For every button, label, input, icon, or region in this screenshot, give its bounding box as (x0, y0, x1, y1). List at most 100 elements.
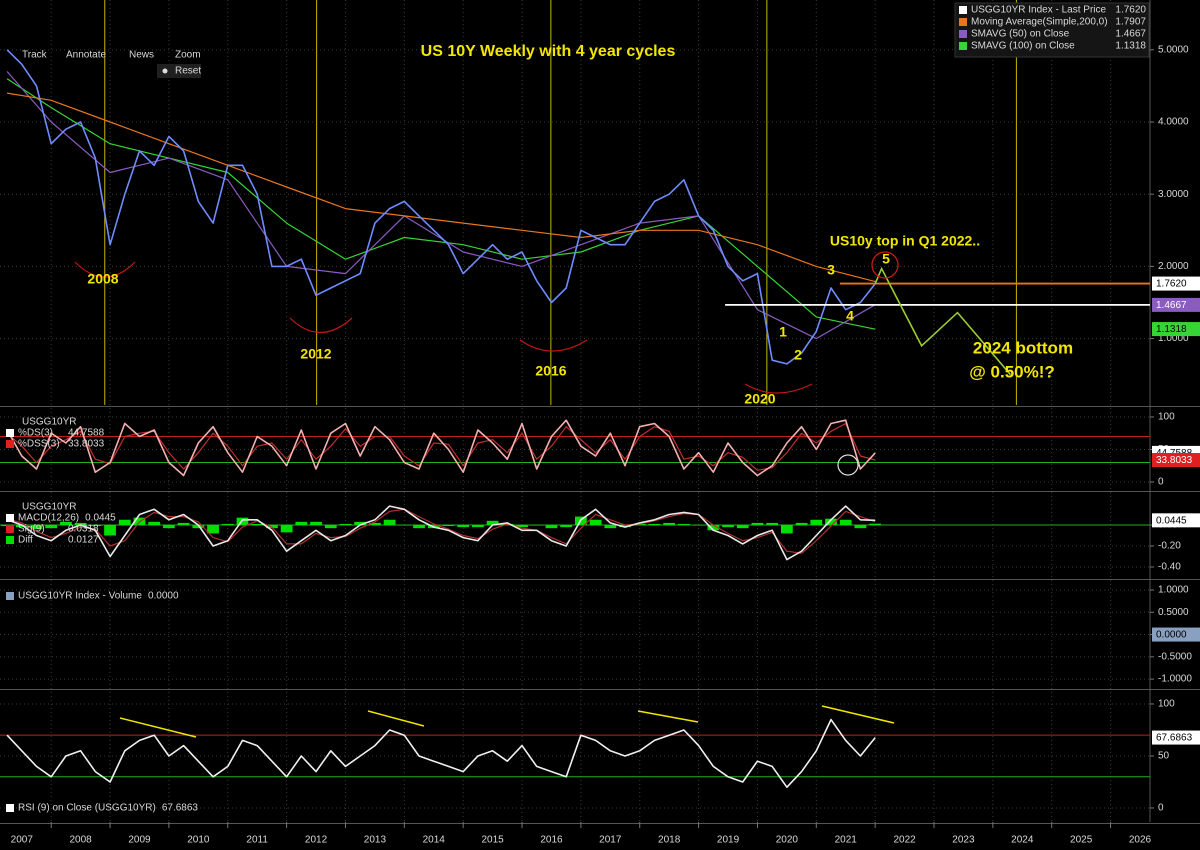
value-box (1152, 627, 1200, 642)
y-tick-label: 5.0000 (1158, 44, 1189, 55)
diff-bar (589, 519, 602, 526)
diff-bar (369, 522, 381, 526)
legend-swatch (959, 6, 967, 14)
diff-bar (339, 523, 352, 526)
diff-bar (398, 525, 411, 526)
diff-bar (530, 525, 543, 526)
diff-bar (148, 521, 161, 526)
diff-bar (472, 525, 484, 528)
y-tick-label: 1.0000 (1158, 585, 1189, 596)
y-tick-label: -1.0000 (1158, 674, 1192, 685)
legend-swatch (6, 429, 14, 437)
diff-bar (104, 525, 116, 536)
y-tick-label: -0.20 (1158, 541, 1181, 552)
divergence-line (119, 717, 197, 738)
diff-bar (118, 519, 131, 526)
legend-value: 1.4667 (1115, 29, 1146, 40)
diff-bar (413, 525, 425, 529)
reset-icon (162, 68, 168, 74)
diff-bar (663, 522, 676, 526)
legend-label: Sig(9) (18, 524, 45, 535)
legend-value: 0.0127 (68, 535, 99, 546)
chart-title: US 10Y Weekly with 4 year cycles (421, 43, 676, 60)
diff-bar (648, 523, 661, 526)
diff-bar (839, 519, 852, 526)
diff-bar (457, 525, 470, 528)
x-tick-label: 2022 (893, 835, 916, 846)
value-box-label: 1.7620 (1156, 279, 1187, 290)
value-box (1152, 297, 1200, 312)
legend-value: 33.8033 (68, 439, 105, 450)
diff-bar (619, 525, 631, 528)
legend-label: %DSS(3) (18, 439, 60, 450)
diff-bar (780, 525, 793, 534)
value-box (1152, 276, 1200, 291)
toolbar: Track Annotate News Zoom Reset (22, 50, 201, 78)
diff-bar (383, 519, 396, 526)
toolbar-button[interactable]: Reset (175, 66, 201, 77)
x-tick-label: 2025 (1070, 835, 1093, 846)
reset-button-bg[interactable] (157, 64, 201, 78)
diff-bar (30, 525, 43, 530)
toolbar-button[interactable]: Zoom (175, 50, 201, 61)
diff-bar (516, 525, 528, 528)
toolbar-button[interactable]: Track (22, 50, 48, 61)
diff-bar (74, 522, 87, 526)
diff-bar (442, 525, 455, 527)
series-line (7, 92, 876, 283)
annotation: 2020 (744, 391, 775, 407)
diff-bar (60, 521, 72, 526)
annotation: 2016 (535, 363, 566, 379)
legend-value: 0.0445 (85, 513, 116, 524)
series-line (6, 505, 876, 561)
y-tick-label: 2.0000 (1158, 261, 1189, 272)
legend-label: SMAVG (100) on Close (971, 41, 1075, 52)
diff-bar (324, 525, 337, 529)
y-tick-label: -0.40 (1158, 562, 1181, 573)
diff-bar (692, 525, 705, 526)
value-box-label: 1.4667 (1156, 300, 1187, 311)
legend-swatch (6, 440, 14, 448)
projection-line (874, 266, 1012, 376)
y-tick-label: -0.5000 (1158, 651, 1192, 662)
x-tick-label: 2013 (364, 835, 387, 846)
series-line (6, 508, 876, 554)
top-circle (871, 251, 899, 279)
x-tick-label: 2015 (481, 835, 504, 846)
annotation: 2 (794, 347, 802, 363)
diff-bar (163, 525, 175, 529)
divergence-line (637, 710, 699, 723)
annotation: 4 (846, 308, 854, 324)
x-tick-label: 2026 (1129, 835, 1152, 846)
legend-swatch (959, 18, 967, 26)
legend-value: 0.0000 (148, 591, 179, 602)
legend-label: %DS(3) (18, 428, 53, 439)
toolbar-button[interactable]: Annotate (66, 50, 106, 61)
x-tick-label: 2021 (835, 835, 858, 846)
diff-bar (486, 520, 499, 526)
legend-swatch (6, 536, 14, 544)
series-line (6, 718, 876, 788)
diff-bar (236, 517, 249, 526)
y-tick-label: 0.5000 (1158, 607, 1189, 618)
legend-value: 1.7907 (1115, 17, 1146, 28)
diff-bar (795, 522, 808, 526)
legend-title: USGG10YR (22, 417, 76, 428)
annotation: 1 (779, 324, 787, 340)
x-tick-label: 2012 (305, 835, 328, 846)
legend-label: Diff (18, 535, 33, 546)
diff-bar (295, 521, 308, 526)
diff-bar (707, 525, 720, 531)
legend-label: Moving Average(Simple,200,0) (971, 17, 1108, 28)
annotation: 2008 (87, 271, 118, 287)
legend-swatch (6, 525, 14, 533)
value-box-label: 33.8033 (1156, 455, 1193, 466)
diff-bar (207, 525, 219, 534)
diff-bar (177, 522, 190, 526)
cycle-arc (289, 317, 353, 333)
legend-value: 1.7620 (1115, 5, 1146, 16)
toolbar-button[interactable]: News (129, 50, 154, 61)
series-line (6, 49, 876, 365)
